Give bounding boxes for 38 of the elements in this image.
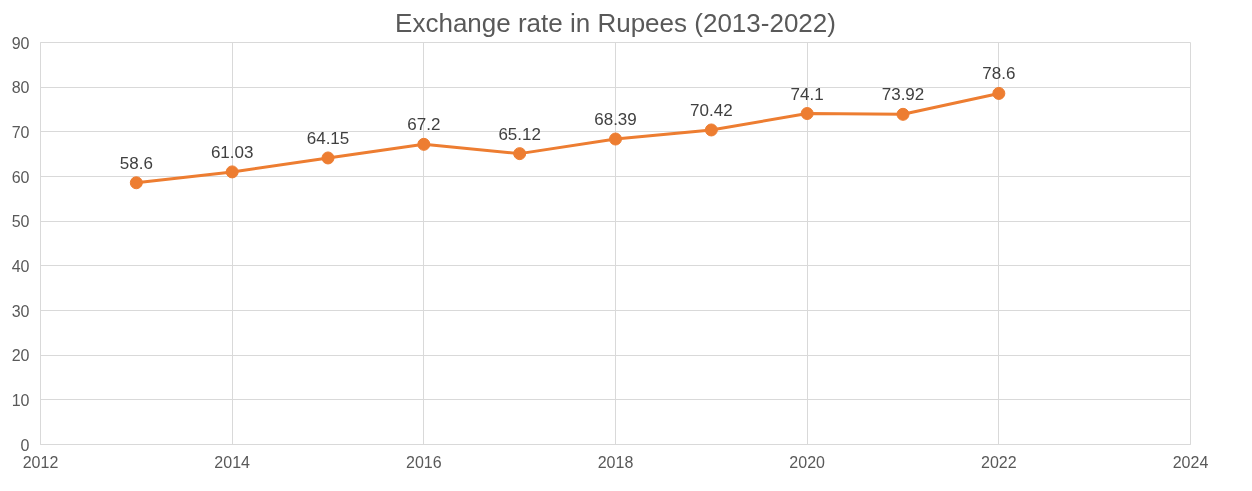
data-label: 74.1 <box>790 84 824 104</box>
data-label: 70.42 <box>690 100 733 120</box>
point <box>417 137 431 151</box>
point <box>321 151 335 165</box>
point <box>609 132 622 146</box>
x-tick-label: 2014 <box>214 453 251 471</box>
y-tick-label: 50 <box>11 213 30 231</box>
data-label: 65.12 <box>498 124 541 144</box>
chart-title: Exchange rate in Rupees (2013-2022) <box>395 7 836 38</box>
data-label: 73.92 <box>881 85 925 105</box>
data-label: 61.03 <box>210 142 254 162</box>
y-tick-label: 70 <box>11 123 30 141</box>
y-tick-label: 60 <box>11 168 30 186</box>
point <box>992 86 1006 100</box>
y-tick-label: 90 <box>11 34 30 52</box>
y-tick-label: 20 <box>11 347 30 365</box>
y-tick-label: 40 <box>11 257 30 275</box>
point <box>129 176 143 190</box>
x-tick-label: 2022 <box>981 453 1017 471</box>
point <box>225 165 239 179</box>
data-label: 58.6 <box>119 153 153 173</box>
data-label: 64.15 <box>306 128 350 148</box>
x-tick-label: 2018 <box>597 453 634 471</box>
x-tick-label: 2020 <box>789 453 826 471</box>
point <box>896 107 910 121</box>
x-tick-label: 2012 <box>22 453 59 471</box>
data-label: 78.6 <box>982 64 1016 84</box>
x-tick-label: 2024 <box>1172 453 1209 471</box>
x-tick-label: 2016 <box>406 453 442 471</box>
y-tick-label: 0 <box>20 436 30 454</box>
point <box>800 107 814 121</box>
y-tick-label: 10 <box>11 391 30 409</box>
data-label: 68.39 <box>594 110 637 130</box>
y-tick-label: 30 <box>11 302 30 320</box>
point <box>513 147 527 161</box>
data-label: 67.2 <box>407 115 441 135</box>
y-tick-label: 80 <box>11 79 30 97</box>
point <box>704 123 718 137</box>
